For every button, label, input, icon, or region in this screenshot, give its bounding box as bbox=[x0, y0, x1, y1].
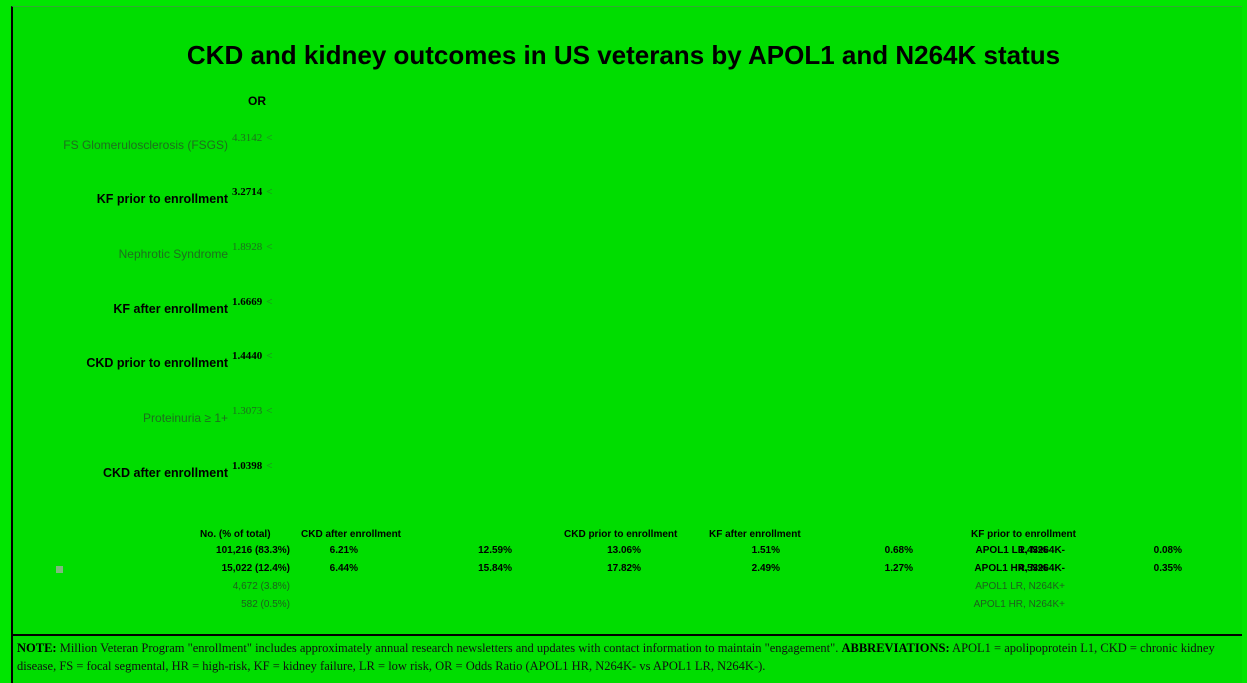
header-count: No. (% of total) bbox=[200, 529, 271, 540]
table-row-count: 4,672 (3.8%) bbox=[232, 581, 290, 592]
table-row-count: 101,216 (83.3%) bbox=[216, 545, 290, 556]
or-row-label: CKD prior to enrollment bbox=[86, 356, 228, 370]
table-cell: 6.21% bbox=[329, 545, 358, 556]
abbreviations-label: ABBREVIATIONS: bbox=[841, 641, 950, 655]
table-cell: 1.51% bbox=[751, 545, 780, 556]
header-kf-prior: KF prior to enrollment bbox=[971, 529, 1076, 540]
chart-title: CKD and kidney outcomes in US veterans b… bbox=[186, 40, 1061, 70]
table-cell: 12.59% bbox=[478, 545, 512, 556]
abbreviations-text: APOL1 = apolipoprotein L1, CKD = chronic… bbox=[17, 641, 1215, 673]
or-value: 1.0398 < bbox=[232, 460, 272, 472]
or-number: 1.8928 bbox=[232, 241, 263, 253]
table-cell: 0.08% bbox=[1153, 545, 1182, 556]
note-text: Million Veteran Program "enrollment" inc… bbox=[56, 641, 842, 655]
or-column-header: OR bbox=[248, 94, 266, 108]
or-number: 1.3073 bbox=[232, 405, 263, 417]
or-value: 1.6669 < bbox=[232, 296, 272, 308]
or-marker: < bbox=[266, 296, 273, 308]
or-marker: < bbox=[266, 460, 273, 472]
or-row-label: Proteinuria ≥ 1+ bbox=[143, 411, 228, 425]
or-value: 1.4440 < bbox=[232, 350, 272, 362]
table-row-count: 15,022 (12.4%) bbox=[221, 563, 290, 574]
or-number: 1.0398 bbox=[232, 460, 263, 472]
header-ckd-after: CKD after enrollment bbox=[301, 529, 402, 540]
or-number: 4.3142 bbox=[232, 132, 263, 144]
table-cell: 1.43% bbox=[1018, 545, 1047, 556]
table-cell: 4.53% bbox=[1018, 563, 1047, 574]
or-marker: < bbox=[266, 241, 273, 253]
or-row-label: KF after enrollment bbox=[113, 302, 228, 316]
table-row-group: APOL1 LR, N264K+ bbox=[975, 581, 1065, 592]
table-cell: 15.84% bbox=[478, 563, 512, 574]
chart-frame bbox=[11, 6, 1242, 683]
table-cell: 13.06% bbox=[607, 545, 641, 556]
header-kf-after: KF after enrollment bbox=[709, 529, 801, 540]
or-marker: < bbox=[266, 405, 273, 417]
note-label: NOTE: bbox=[17, 641, 57, 655]
header-ckd-prior: CKD prior to enrollment bbox=[564, 529, 678, 540]
or-value: 4.3142 < bbox=[232, 132, 272, 144]
or-row-label: FS Glomerulosclerosis (FSGS) bbox=[63, 138, 228, 152]
or-value: 1.3073 < bbox=[232, 405, 272, 417]
table-row-group: APOL1 LR, N264K- bbox=[975, 545, 1065, 556]
or-number: 3.2714 bbox=[232, 186, 263, 198]
or-number: 1.6669 bbox=[232, 296, 263, 308]
row-marker-square bbox=[56, 566, 63, 573]
or-marker: < bbox=[266, 186, 273, 198]
table-row-group: APOL1 HR, N264K- bbox=[974, 563, 1065, 574]
or-marker: < bbox=[266, 350, 273, 362]
or-value: 1.8928 < bbox=[232, 241, 272, 253]
table-cell: 0.68% bbox=[884, 545, 913, 556]
table-row-count: 582 (0.5%) bbox=[241, 599, 290, 610]
table-cell: 1.27% bbox=[884, 563, 913, 574]
table-cell: 0.35% bbox=[1153, 563, 1182, 574]
or-number: 1.4440 bbox=[232, 350, 263, 362]
or-row-label: Nephrotic Syndrome bbox=[118, 247, 228, 261]
or-row-label: KF prior to enrollment bbox=[96, 192, 228, 206]
or-value: 3.2714 < bbox=[232, 186, 272, 198]
or-row-label: CKD after enrollment bbox=[102, 466, 228, 480]
or-marker: < bbox=[266, 132, 273, 144]
table-row-group: APOL1 HR, N264K+ bbox=[973, 599, 1065, 610]
table-cell: 2.49% bbox=[751, 563, 780, 574]
table-cell: 17.82% bbox=[607, 563, 641, 574]
footnote: NOTE: Million Veteran Program "enrollmen… bbox=[11, 634, 1242, 683]
table-cell: 6.44% bbox=[329, 563, 358, 574]
